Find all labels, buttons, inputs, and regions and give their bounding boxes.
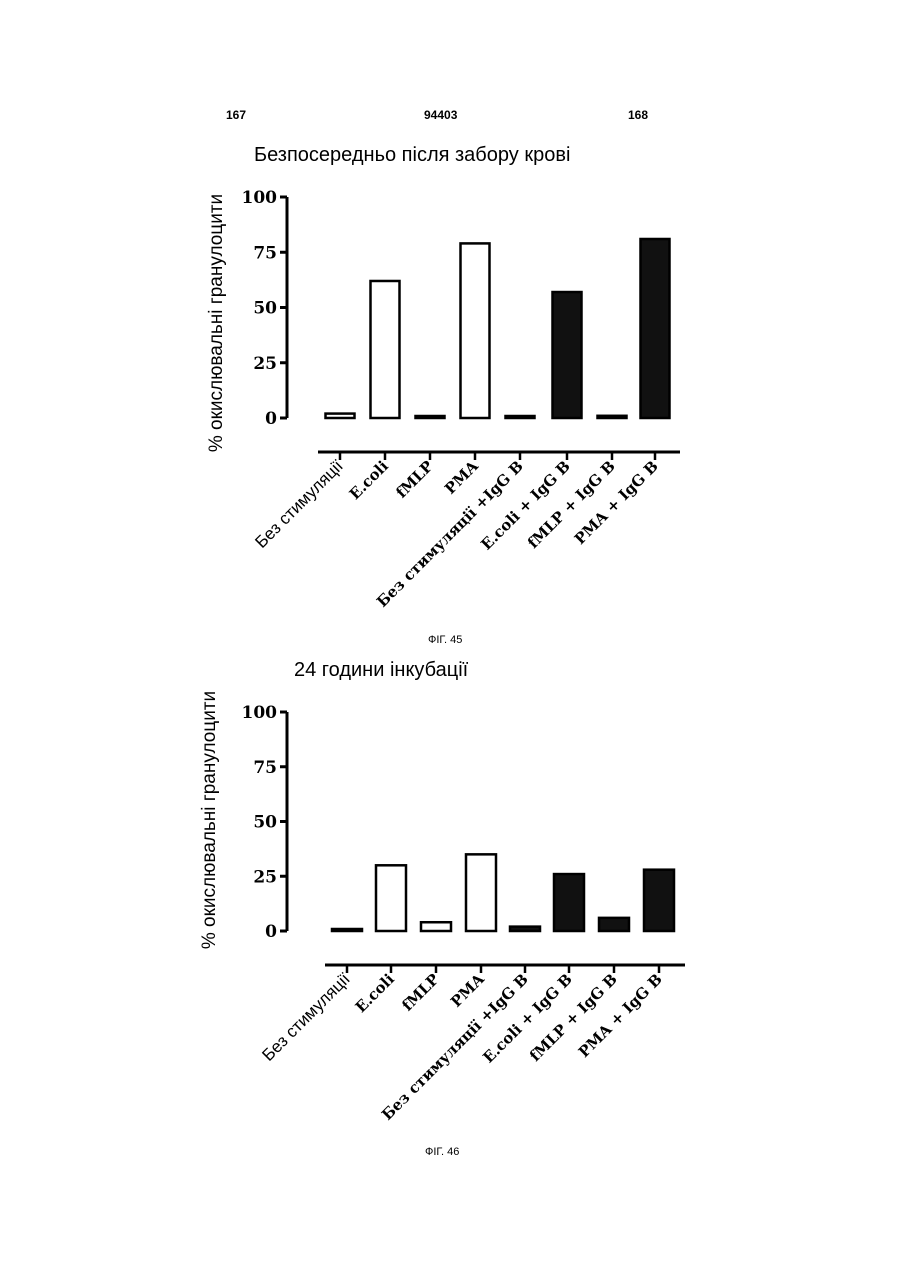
y-tick-label: 25 bbox=[253, 867, 277, 887]
y-tick-label: 75 bbox=[253, 758, 277, 778]
bar bbox=[599, 918, 629, 931]
y-tick-label: 0 bbox=[265, 922, 277, 942]
y-axis-label: % окислювальні гранулоцити bbox=[199, 691, 220, 949]
bar bbox=[644, 870, 674, 931]
x-tick-label: E.coli bbox=[352, 970, 398, 1016]
bar bbox=[376, 865, 406, 931]
x-tick-label: Без стимуляції bbox=[258, 969, 354, 1065]
bar bbox=[332, 929, 362, 931]
figure-caption-fig46: ФІГ. 46 bbox=[425, 1146, 459, 1158]
bar bbox=[421, 922, 451, 931]
bar bbox=[510, 927, 540, 931]
x-tick-label: fMLP bbox=[398, 970, 442, 1014]
x-tick-label: PMA + IgG B bbox=[575, 970, 666, 1061]
y-tick-label: 50 bbox=[253, 813, 277, 833]
y-tick-label: 100 bbox=[242, 703, 278, 723]
bar bbox=[554, 874, 584, 931]
x-tick-label: PMA bbox=[447, 970, 488, 1011]
bar bbox=[466, 854, 496, 931]
